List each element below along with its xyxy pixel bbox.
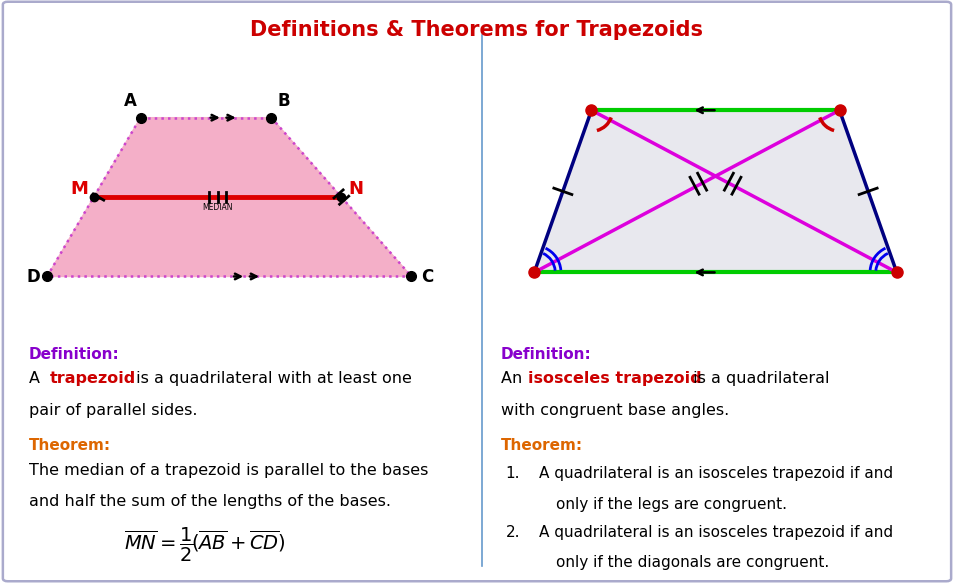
Text: A quadrilateral is an isosceles trapezoid if and: A quadrilateral is an isosceles trapezoi…	[538, 525, 892, 540]
Text: An: An	[500, 371, 527, 387]
Text: Theorem:: Theorem:	[500, 438, 582, 454]
Polygon shape	[47, 118, 411, 276]
Text: 2.: 2.	[505, 525, 519, 540]
Text: isosceles trapezoid: isosceles trapezoid	[527, 371, 700, 387]
Text: A: A	[29, 371, 45, 387]
Text: pair of parallel sides.: pair of parallel sides.	[29, 403, 197, 419]
Polygon shape	[534, 110, 896, 272]
Text: 1.: 1.	[505, 466, 519, 482]
Text: only if the diagonals are congruent.: only if the diagonals are congruent.	[556, 555, 828, 570]
Text: A quadrilateral is an isosceles trapezoid if and: A quadrilateral is an isosceles trapezoi…	[538, 466, 892, 482]
Text: Definition:: Definition:	[500, 347, 591, 362]
Text: trapezoid: trapezoid	[50, 371, 135, 387]
Text: The median of a trapezoid is parallel to the bases: The median of a trapezoid is parallel to…	[29, 463, 428, 479]
Text: $\overline{MN} = \dfrac{1}{2}\!\left(\overline{AB}+\overline{CD}\right)$: $\overline{MN} = \dfrac{1}{2}\!\left(\ov…	[124, 526, 286, 564]
Text: and half the sum of the lengths of the bases.: and half the sum of the lengths of the b…	[29, 494, 390, 509]
Text: Theorem:: Theorem:	[29, 438, 111, 454]
Text: MEDIAN: MEDIAN	[202, 203, 233, 212]
Text: N: N	[349, 180, 363, 198]
Text: A: A	[124, 93, 136, 110]
Text: with congruent base angles.: with congruent base angles.	[500, 403, 728, 419]
Text: is a quadrilateral: is a quadrilateral	[687, 371, 828, 387]
Text: B: B	[277, 93, 290, 110]
Text: is a quadrilateral with at least one: is a quadrilateral with at least one	[131, 371, 411, 387]
Text: Definitions & Theorems for Trapezoids: Definitions & Theorems for Trapezoids	[251, 20, 702, 40]
Text: M: M	[71, 180, 89, 198]
Text: Definition:: Definition:	[29, 347, 119, 362]
Text: D: D	[27, 268, 40, 286]
Text: only if the legs are congruent.: only if the legs are congruent.	[556, 497, 786, 512]
Text: C: C	[420, 268, 433, 286]
